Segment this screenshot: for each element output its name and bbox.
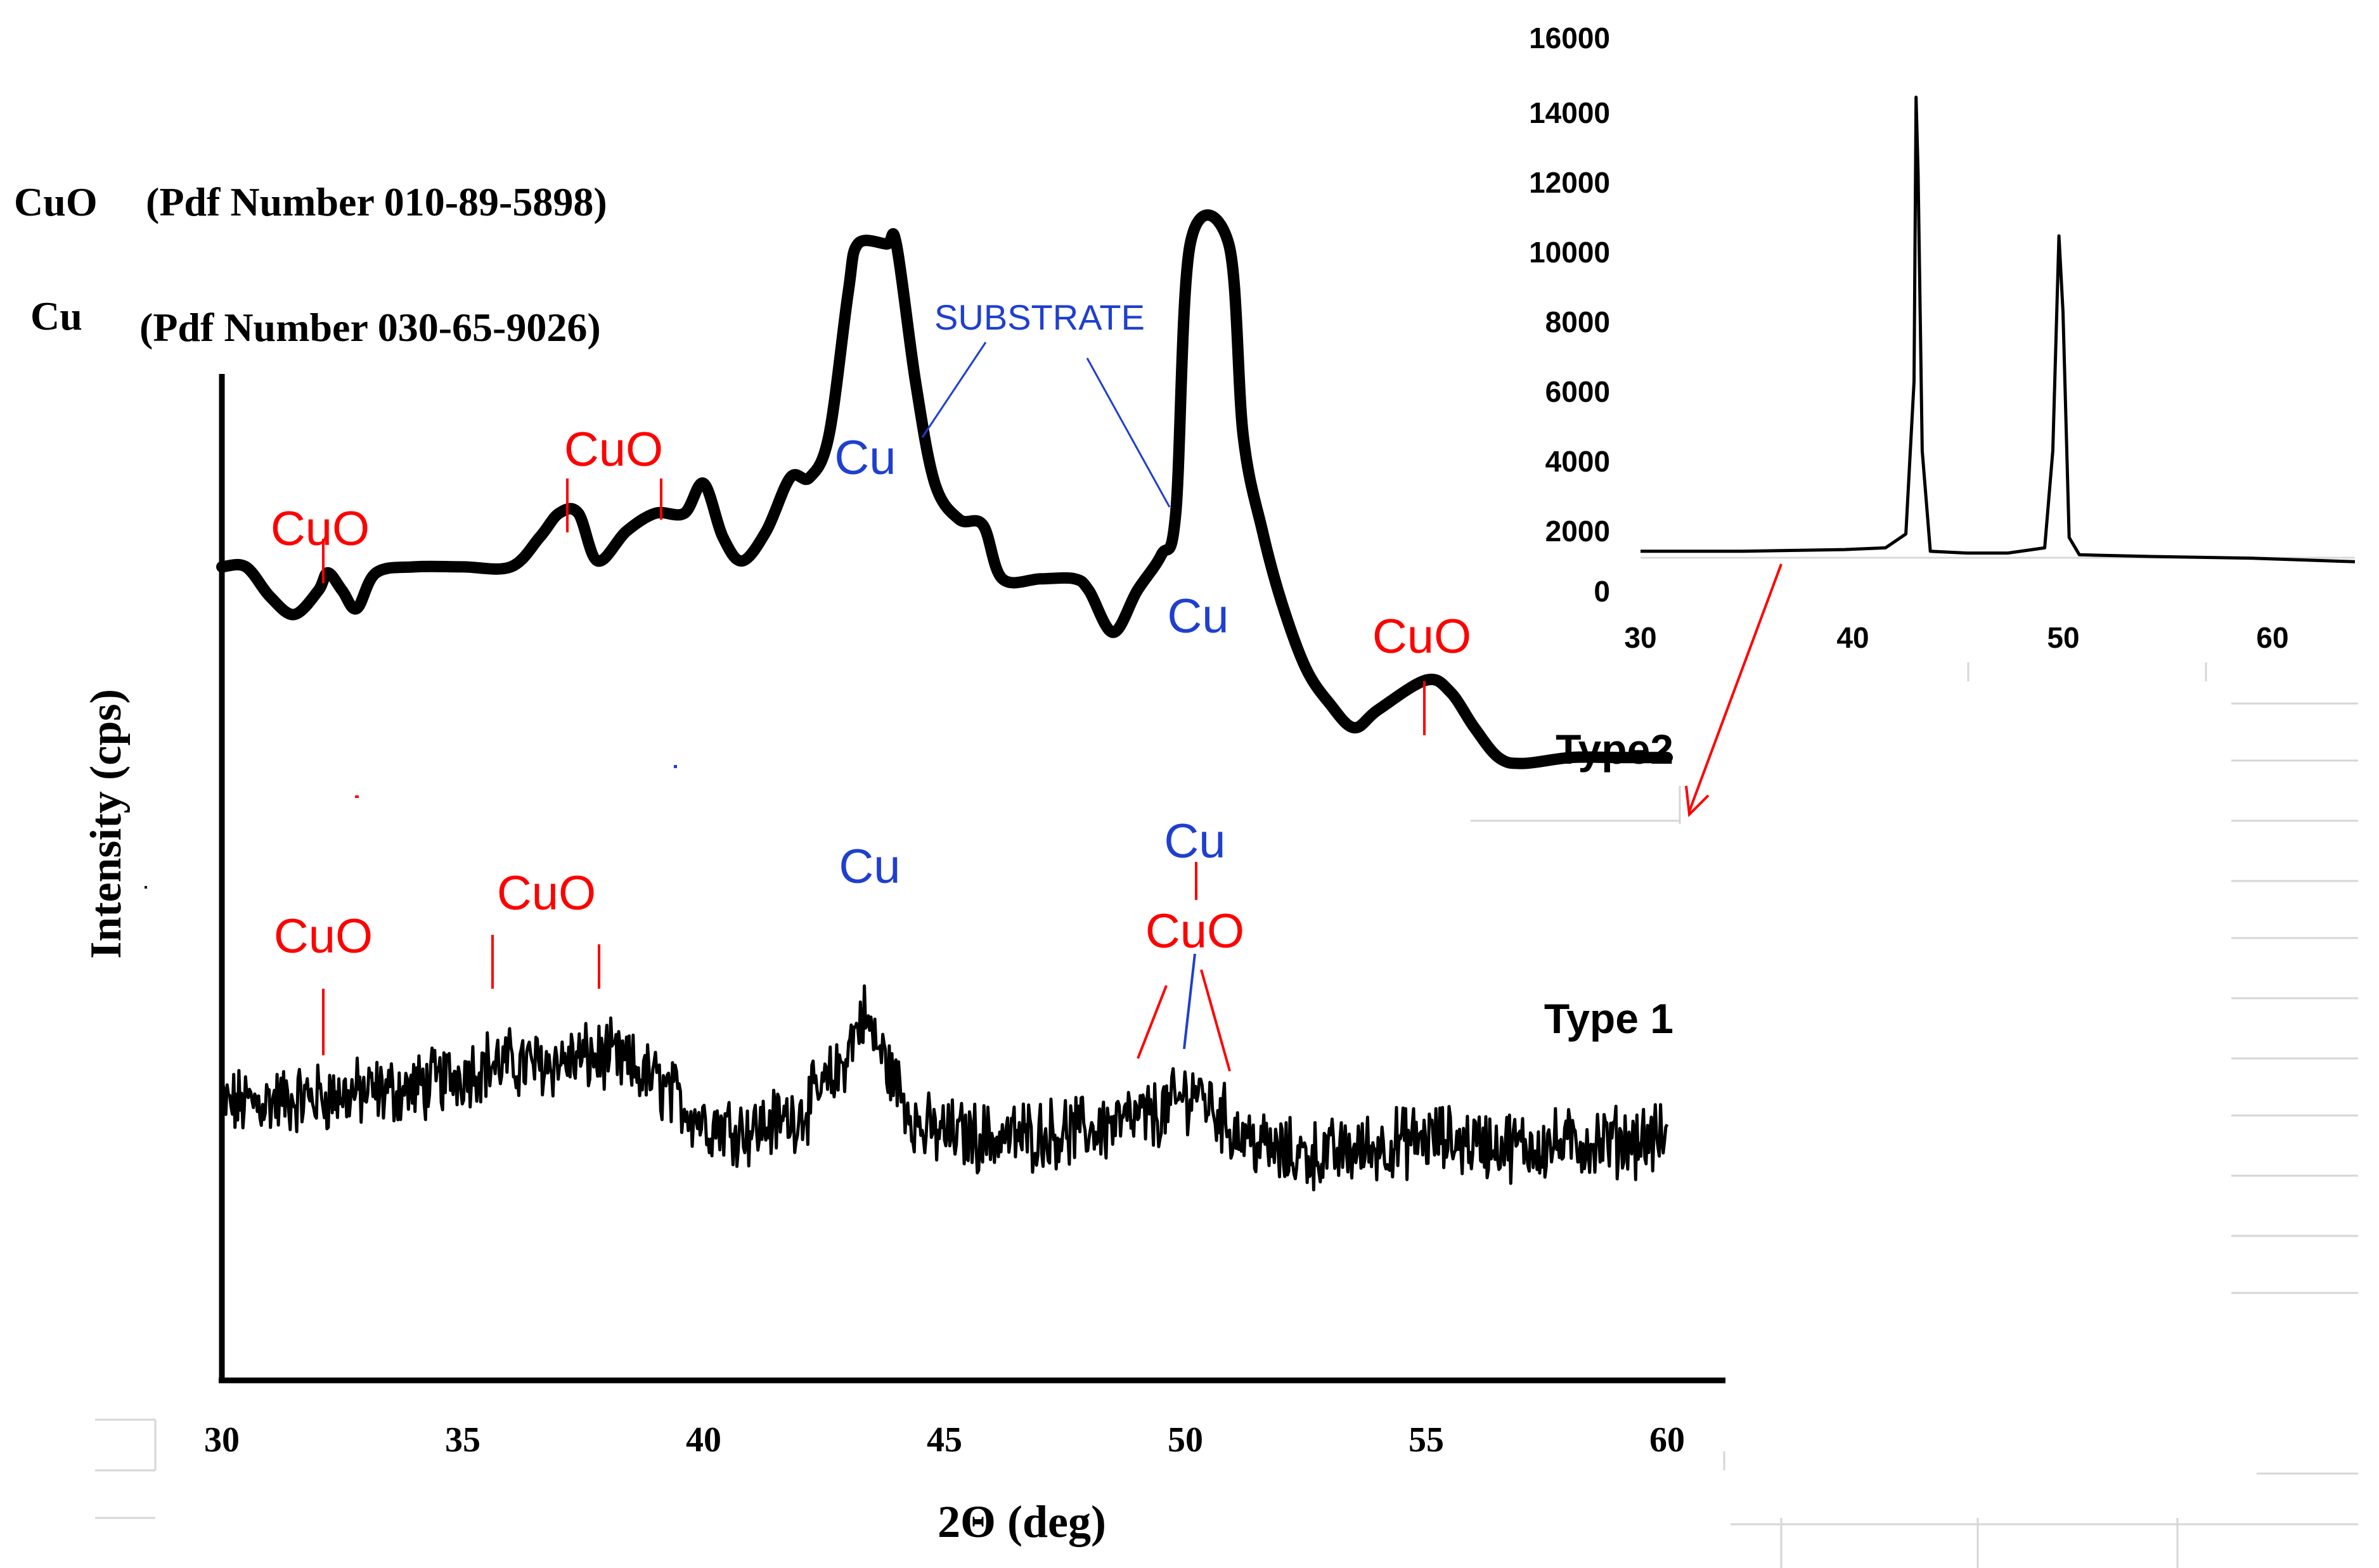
inset-y-tick-label: 0 bbox=[1594, 575, 1610, 608]
annotation-cuo: CuO bbox=[564, 423, 663, 477]
annotation-cu: Cu bbox=[1164, 814, 1225, 868]
inset-y-tick-label: 10000 bbox=[1529, 236, 1610, 269]
annotation-cu: Cu bbox=[834, 431, 896, 485]
inset-y-tick-label: 14000 bbox=[1529, 96, 1610, 129]
stray-mark bbox=[674, 765, 677, 768]
inset-pointer-arrow bbox=[1685, 563, 1783, 818]
type1-series-line bbox=[220, 984, 1669, 1192]
inset-x-tick-label: 50 bbox=[2047, 621, 2079, 654]
inset-y-tick-label: 12000 bbox=[1529, 166, 1610, 199]
inset-x-tick-labels: 30 40 50 60 bbox=[1624, 621, 2288, 654]
annotation-cu: Cu bbox=[1167, 589, 1228, 643]
main-x-tick-label: 50 bbox=[1168, 1420, 1203, 1460]
inset-y-tick-label: 6000 bbox=[1545, 375, 1610, 408]
inset-series-line bbox=[1641, 95, 2356, 563]
inset-chart: 0 2000 4000 6000 8000 10000 12000 14000 … bbox=[1529, 22, 2356, 654]
substrate-leader-line bbox=[921, 342, 987, 438]
arrow-head bbox=[1685, 785, 1710, 818]
type2-series-label: Type2 bbox=[1556, 726, 1673, 773]
main-y-axis-label: Intensity (cps) bbox=[82, 689, 131, 959]
inset-y-tick-label: 8000 bbox=[1545, 305, 1610, 338]
annotation-tick-cuo bbox=[1137, 985, 1168, 1059]
reference-cu-phase: Cu bbox=[30, 293, 82, 338]
stray-mark bbox=[145, 886, 147, 889]
substrate-annotation: SUBSTRATE bbox=[934, 297, 1145, 337]
annotation-tick-cu bbox=[1183, 953, 1196, 1050]
main-x-tick-label: 35 bbox=[445, 1420, 480, 1460]
reference-cu-pdf: (Pdf Number 030-65-9026) bbox=[139, 305, 601, 350]
annotation-tick-cuo bbox=[1200, 969, 1231, 1072]
annotation-cuo: CuO bbox=[1145, 904, 1244, 958]
inset-y-tick-label: 4000 bbox=[1545, 445, 1610, 478]
main-x-tick-labels: 30 35 40 45 50 55 60 bbox=[204, 1420, 1685, 1460]
inset-y-tick-label: 2000 bbox=[1545, 515, 1610, 548]
annotation-cu: Cu bbox=[839, 840, 900, 894]
type2-series-line bbox=[216, 209, 1673, 769]
stray-mark bbox=[355, 795, 359, 798]
type1-annotations: CuO CuO Cu Cu CuO bbox=[274, 814, 1244, 1072]
reference-cuo-phase: CuO bbox=[14, 179, 98, 224]
annotation-cuo: CuO bbox=[1372, 610, 1471, 664]
inset-y-tick-labels: 0 2000 4000 6000 8000 10000 12000 14000 … bbox=[1529, 22, 1610, 608]
inset-x-tick-label: 40 bbox=[1836, 621, 1869, 654]
substrate-leader-lines bbox=[921, 342, 1171, 508]
main-x-tick-label: 30 bbox=[204, 1420, 240, 1460]
type1-series-label: Type 1 bbox=[1544, 995, 1673, 1042]
substrate-leader-line bbox=[1086, 357, 1171, 508]
reference-cuo-pdf: (Pdf Number 010-89-5898) bbox=[146, 179, 607, 224]
main-x-tick-label: 45 bbox=[927, 1420, 962, 1460]
main-x-tick-label: 55 bbox=[1409, 1420, 1444, 1460]
inset-x-tick-label: 60 bbox=[2256, 621, 2288, 654]
inset-x-tick-label: 30 bbox=[1624, 621, 1656, 654]
inset-y-tick-label: 16000 bbox=[1529, 22, 1610, 55]
background-artifacts bbox=[95, 662, 2358, 1568]
annotation-cuo: CuO bbox=[274, 909, 373, 963]
annotation-cuo: CuO bbox=[271, 502, 370, 556]
main-x-tick-label: 40 bbox=[686, 1420, 721, 1460]
arrow-shaft bbox=[1688, 563, 1783, 812]
annotation-cuo: CuO bbox=[497, 866, 596, 920]
main-x-tick-label: 60 bbox=[1649, 1420, 1685, 1460]
type2-annotations: CuO CuO Cu Cu CuO bbox=[271, 423, 1471, 735]
main-x-axis-label: 2Θ (deg) bbox=[938, 1496, 1106, 1547]
